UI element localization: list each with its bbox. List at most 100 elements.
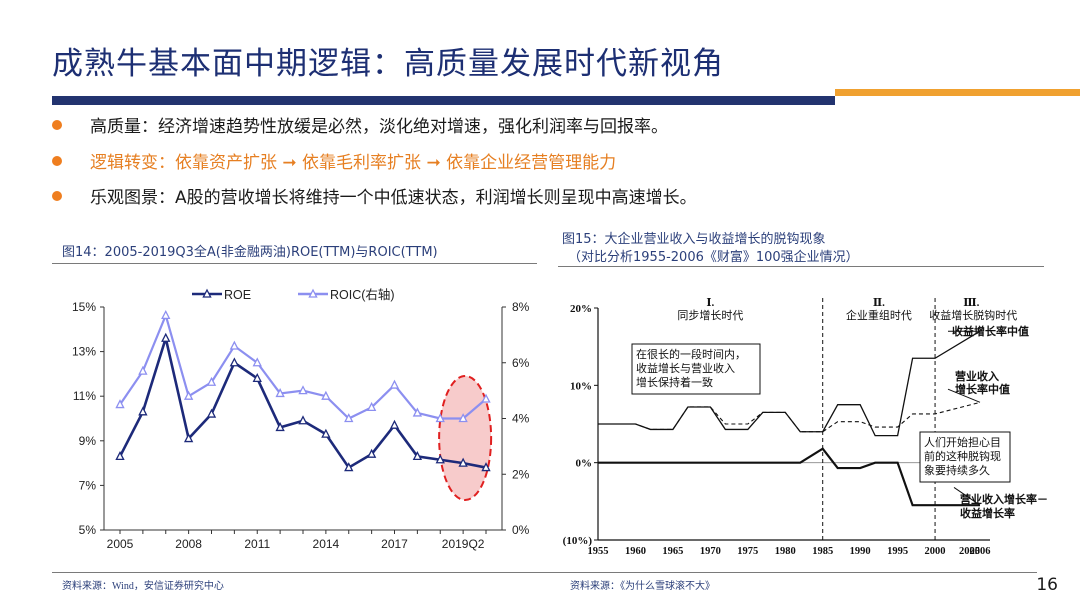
- era-numeral: Ⅰ.: [706, 297, 714, 309]
- bullet-logic-text: 逻辑转变：依靠资产扩张 ➞ 依靠毛利率扩张 ➞ 依靠企业经营管理能力: [90, 153, 617, 173]
- data-point: [298, 385, 308, 395]
- x-tick-label: 1975: [737, 546, 758, 557]
- legend-marker: [308, 288, 318, 298]
- data-point: [298, 415, 308, 425]
- x-tick-label: 2008: [175, 537, 202, 551]
- data-point: [458, 413, 468, 423]
- left-tick-label: 5%: [79, 523, 97, 537]
- era-title: 收益增长脱钩时代: [929, 308, 1017, 322]
- annotation-box-1: [631, 343, 761, 395]
- series-line-ROIC(右轴): [119, 311, 487, 420]
- data-point: [161, 309, 171, 320]
- left-tick-label: 13%: [72, 345, 96, 359]
- data-point: [161, 332, 171, 342]
- data-point: [275, 421, 285, 432]
- x-tick-label: 1965: [662, 546, 683, 557]
- data-point: [458, 457, 468, 467]
- legend-label: ROIC(右轴): [330, 287, 395, 302]
- x-tick-label: 1980: [775, 546, 796, 557]
- y-tick-label: 0%: [576, 458, 593, 470]
- data-point: [275, 387, 285, 398]
- y-tick-label: 20%: [570, 303, 592, 315]
- era-title: 同步增长时代: [677, 308, 743, 322]
- x-tick-label: 1960: [625, 546, 646, 557]
- decoupling-chart: 20% 10% 0% (10%)1955 1960 1965 1970 1975 1980 198…: [563, 297, 1048, 557]
- x-tick-label: 2005: [107, 537, 134, 551]
- data-point: [138, 365, 148, 375]
- data-point: [115, 450, 125, 461]
- x-tick-label: 2017: [381, 537, 408, 551]
- label-revenue: 营业收入: [955, 369, 999, 383]
- data-point: [183, 390, 194, 400]
- annotation-box-1-line: 收益增长与营业收入: [636, 361, 735, 375]
- left-tick-label: 7%: [79, 478, 97, 492]
- page-number: 16: [1036, 575, 1058, 595]
- data-point: [206, 408, 217, 418]
- x-tick-label: 1990: [850, 546, 871, 557]
- legend-marker: [202, 288, 212, 298]
- fig14-caption: 图14：2005-2019Q3全A(非金融两油)ROE(TTM)与ROIC(TT…: [62, 245, 438, 260]
- bullet-dot: [52, 120, 62, 130]
- data-point: [435, 454, 445, 464]
- data-point: [229, 357, 240, 367]
- data-point: [206, 376, 217, 386]
- label-earnings: 收益增长率中值: [952, 324, 1029, 338]
- fig15-caption-1: 图15：大企业营业收入与收益增长的脱钩现象: [562, 232, 826, 247]
- bullet-quality: 高质量：经济增速趋势性放缓是必然，淡化绝对增速，强化利润率与回报率。: [52, 112, 668, 137]
- series-line-ROE: [118, 333, 487, 470]
- page-title: 成熟牛基本面中期逻辑：高质量发展时代新视角: [52, 46, 724, 82]
- data-point: [321, 428, 331, 438]
- title-underline-orange: [835, 89, 1080, 96]
- right-tick-label: 0%: [512, 523, 530, 537]
- data-point: [138, 406, 148, 416]
- annotation-box-2-line: 前的这种脱钩现: [924, 449, 1001, 463]
- data-point: [481, 393, 491, 403]
- data-point: [115, 399, 125, 409]
- legend-label: ROE: [224, 288, 251, 302]
- footer-rule: [52, 572, 1037, 573]
- data-point: [412, 407, 423, 417]
- bullet-dot: [52, 191, 62, 201]
- data-point: [321, 390, 331, 400]
- leader-line-diff: [953, 487, 981, 506]
- x-tick-label: 2019Q2: [442, 537, 485, 551]
- label-diff: 收益增长率: [960, 506, 1015, 520]
- x-tick-label: 1970: [700, 546, 721, 557]
- right-tick-label: 6%: [512, 356, 530, 370]
- data-point: [183, 433, 194, 443]
- data-point: [389, 379, 400, 389]
- bullet-logic: 逻辑转变：依靠资产扩张 ➞ 依靠毛利率扩张 ➞ 依靠企业经营管理能力: [52, 148, 616, 173]
- x-tick-label: 2000: [925, 546, 946, 557]
- highlight-ellipse: [438, 375, 493, 501]
- bullet-outlook-text: 乐观图景：A股的营收增长将维持一个中低速状态，利润增长则呈现中高速增长。: [90, 188, 697, 208]
- title-underline-navy: [52, 96, 835, 105]
- data-point: [229, 340, 240, 350]
- bullet-dot: [52, 156, 62, 166]
- left-tick-label: 9%: [79, 434, 97, 448]
- annotation-box-2-line: 人们开始担心目: [924, 435, 1001, 449]
- left-tick-label: 15%: [72, 300, 96, 314]
- fig14-caption-rule: [52, 263, 537, 264]
- data-point: [252, 357, 262, 367]
- annotation-box-2-line: 象要持续多久: [924, 463, 990, 477]
- x-tick-label: 1955: [588, 546, 609, 557]
- right-tick-label: 4%: [512, 412, 530, 426]
- label-diff: 营业收入增长率－: [960, 492, 1048, 506]
- x-tick-label: 2014: [313, 537, 340, 551]
- data-point: [366, 448, 377, 458]
- x-tick-label: 2005: [959, 546, 980, 557]
- x-tick-label: 1985: [812, 546, 833, 557]
- x-tick-label: 2011: [244, 537, 270, 551]
- data-point: [252, 372, 262, 383]
- roe-roic-chart: 15% 13% 11% 9% 7% 5% 8% 6% 4% 2% 0% 2005 2008 2011 201…: [72, 287, 530, 551]
- annotation-box-1-line: 在很长的一段时间内，: [636, 347, 746, 361]
- label-revenue: 增长率中值: [955, 382, 1010, 396]
- data-point: [412, 450, 423, 461]
- data-point: [389, 419, 400, 429]
- era-numeral: Ⅱ.: [873, 297, 885, 309]
- era-title: 企业重组时代: [846, 308, 912, 322]
- source-left: 资料来源：Wind，安信证券研究中心: [62, 581, 224, 592]
- fig15-caption-rule: [558, 266, 1044, 267]
- data-point: [481, 462, 491, 472]
- bullet-outlook: 乐观图景：A股的营收增长将维持一个中低速状态，利润增长则呈现中高速增长。: [52, 183, 697, 208]
